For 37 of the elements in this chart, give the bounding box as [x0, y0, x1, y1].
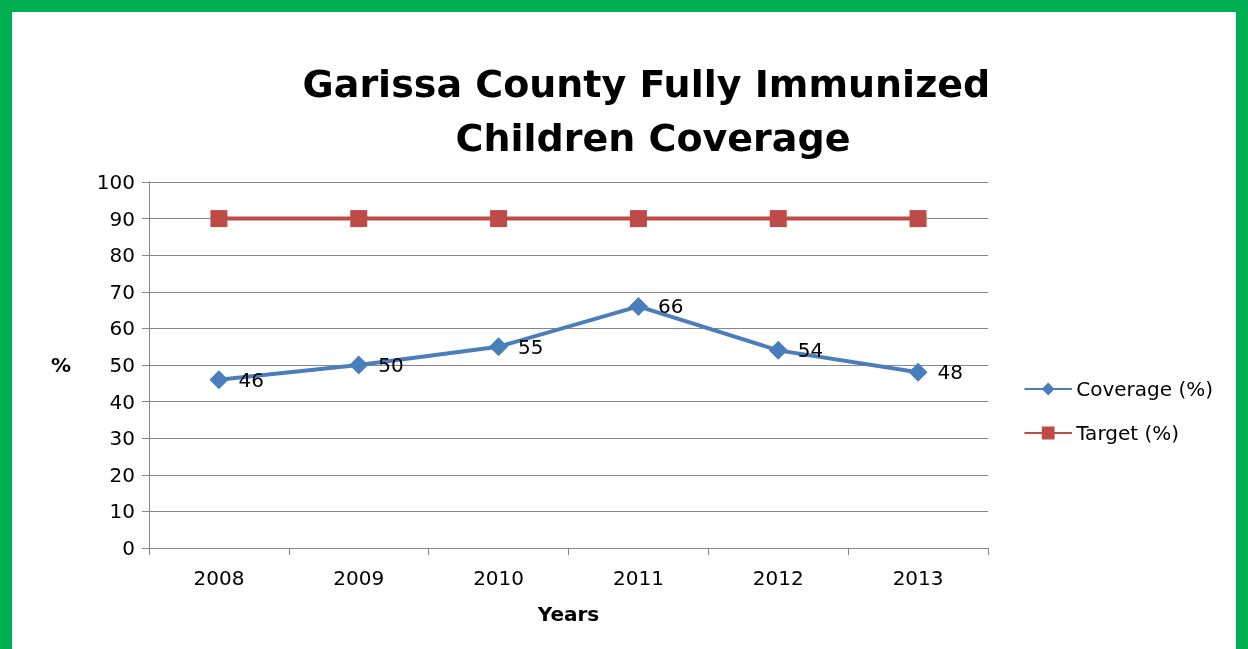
x-tick-label: 2011: [612, 566, 664, 590]
point: [489, 337, 509, 357]
y-axis-title: %: [50, 353, 71, 377]
chart-title: Garissa County Fully Immunized Children Coverage: [302, 62, 1004, 160]
data-label: 48: [937, 360, 964, 385]
point: [209, 370, 229, 390]
y-tick-label: 70: [109, 279, 135, 304]
point: [349, 355, 369, 375]
y-tick-label: 50: [109, 353, 135, 377]
x-tick-label: 2013: [892, 566, 944, 590]
x-tick-label: 2010: [473, 566, 525, 590]
point: [350, 210, 368, 228]
data-label: 55: [518, 334, 544, 359]
point: [210, 210, 228, 228]
y-tick-label: 60: [109, 316, 135, 341]
point: [629, 210, 647, 228]
point: [768, 340, 788, 360]
x-tick-label: 2009: [333, 566, 385, 590]
legend-label: Coverage (%): [1076, 377, 1214, 401]
point: [769, 210, 787, 228]
y-tick-label: 80: [109, 243, 135, 268]
y-tick-label: 10: [109, 499, 135, 524]
point: [909, 210, 927, 228]
y-tick-label: 90: [109, 206, 135, 231]
y-tick-label: 40: [109, 389, 135, 414]
y-tick-label: 100: [96, 170, 135, 194]
y-tick-label: 0: [122, 536, 135, 560]
legend-label: Target (%): [1075, 421, 1180, 445]
y-tick-label: 20: [109, 462, 135, 487]
x-tick-label: 2012: [752, 566, 804, 590]
x-axis-title: Years: [536, 602, 600, 626]
point: [908, 362, 928, 382]
point: [628, 296, 648, 316]
x-tick-label: 2008: [193, 566, 245, 590]
point: [490, 210, 508, 228]
data-label: 66: [657, 294, 684, 319]
y-tick-label: 30: [109, 426, 135, 451]
